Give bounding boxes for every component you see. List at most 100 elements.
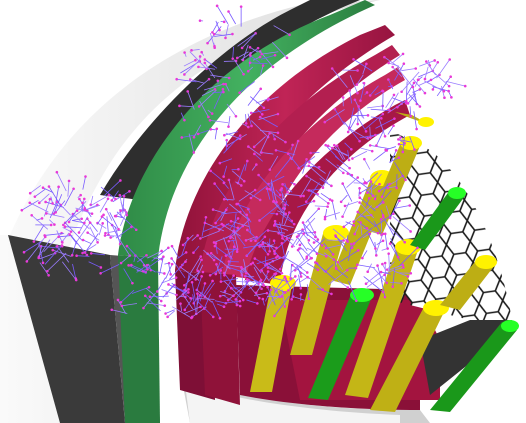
track-segment	[366, 172, 379, 184]
track-hit	[273, 53, 277, 57]
track-hit	[249, 262, 253, 266]
track-hit	[447, 89, 450, 93]
track-hit	[145, 263, 149, 267]
track-hit	[249, 111, 253, 115]
track-segment	[300, 178, 312, 197]
track-segment	[413, 111, 418, 130]
track-segment	[266, 255, 287, 265]
track-segment	[412, 78, 426, 94]
track-hit	[331, 146, 334, 150]
track-hit	[101, 222, 104, 225]
track-segment	[183, 306, 201, 314]
track-hit	[119, 179, 122, 182]
track-hit	[365, 91, 369, 94]
track-hit	[326, 205, 329, 208]
track-segment	[230, 264, 242, 268]
track-hit	[218, 294, 222, 298]
track-segment	[325, 158, 344, 174]
track-hit	[209, 251, 213, 255]
track-hit	[284, 291, 287, 294]
track-hit	[222, 181, 226, 185]
track-hit	[218, 316, 222, 320]
track-segment	[223, 275, 234, 294]
track-hit	[41, 186, 45, 190]
track-segment	[333, 144, 344, 160]
track-segment	[408, 94, 421, 107]
track-hit	[253, 257, 257, 260]
track-segment	[279, 212, 295, 225]
track-hit	[353, 232, 357, 236]
track-segment	[142, 257, 163, 272]
track-segment	[363, 276, 384, 293]
track-hit	[33, 195, 37, 198]
track-segment	[250, 185, 268, 199]
track-hit	[387, 252, 390, 256]
track-hit	[199, 305, 202, 309]
track-segment	[364, 113, 384, 130]
track-hit	[147, 285, 151, 289]
track-segment	[363, 158, 371, 170]
track-segment	[71, 240, 77, 256]
track-hit	[118, 242, 122, 246]
track-hit	[283, 203, 287, 206]
track-segment	[34, 188, 46, 197]
track-hit	[53, 223, 56, 226]
track-segment	[33, 225, 44, 242]
track-segment	[372, 202, 384, 210]
track-hit	[292, 222, 296, 226]
track-hit	[394, 149, 398, 152]
track-segment	[121, 303, 138, 307]
track-hit	[208, 119, 212, 122]
track-hit	[235, 56, 239, 60]
track-hit	[238, 91, 241, 94]
track-hit	[62, 223, 65, 227]
track-hit	[110, 199, 114, 202]
track-hit	[350, 148, 353, 151]
track-hit	[107, 193, 111, 197]
track-hit	[211, 31, 214, 34]
track-segment	[261, 51, 279, 55]
track-hit	[296, 248, 300, 252]
track-segment	[280, 189, 286, 201]
track-segment	[275, 149, 296, 156]
track-segment	[61, 261, 77, 281]
track-hit	[396, 105, 399, 109]
track-hit	[316, 268, 320, 272]
track-segment	[203, 249, 215, 261]
track-segment	[111, 190, 119, 201]
track-hit	[229, 219, 233, 223]
track-hit	[383, 55, 386, 59]
track-hit	[341, 215, 344, 218]
track-segment	[214, 128, 218, 140]
track-segment	[306, 247, 327, 257]
track-segment	[212, 21, 219, 33]
track-hit	[370, 149, 374, 153]
track-segment	[380, 271, 391, 275]
track-segment	[196, 259, 202, 271]
track-hit	[234, 114, 238, 118]
track-segment	[67, 180, 70, 197]
track-segment	[100, 186, 116, 200]
track-hit	[415, 127, 418, 131]
track-segment	[317, 287, 332, 295]
track-hit	[179, 302, 182, 305]
track-hit	[262, 106, 266, 110]
track-segment	[203, 293, 211, 309]
track-hit	[236, 217, 240, 220]
green-rods	[308, 187, 519, 412]
track-segment	[219, 158, 233, 164]
track-segment	[419, 60, 435, 67]
track-hit	[287, 289, 290, 292]
track-hit	[323, 120, 327, 124]
track-hit	[276, 112, 280, 116]
track-hit	[368, 196, 371, 200]
track-hit	[348, 166, 351, 170]
track-segment	[367, 263, 372, 272]
track-segment	[225, 24, 229, 38]
track-segment	[82, 239, 92, 244]
track-segment	[345, 221, 354, 226]
track-segment	[384, 56, 403, 70]
track-segment	[75, 207, 93, 215]
track-segment	[78, 216, 88, 233]
track-hit	[60, 244, 64, 247]
